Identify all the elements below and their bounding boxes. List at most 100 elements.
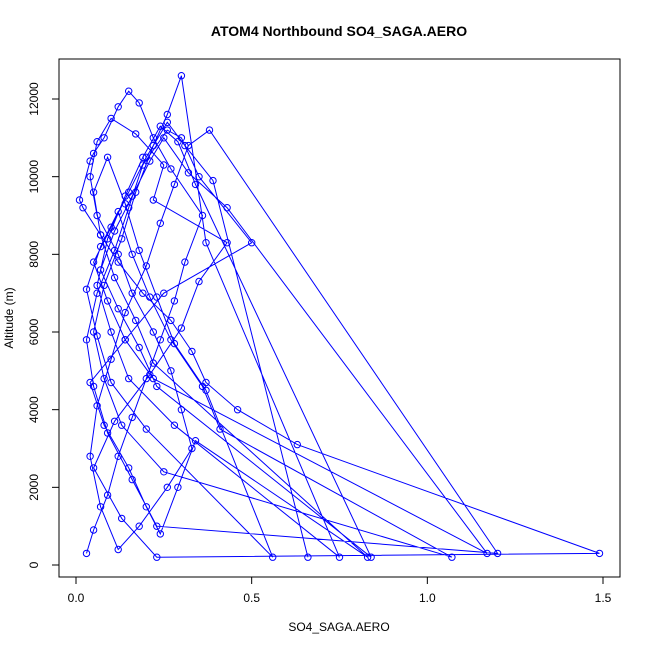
data-point [205,126,214,134]
data-point [223,239,231,247]
data-point [184,169,193,177]
data-point [156,530,165,538]
data-point [156,122,165,130]
data-point [89,149,98,158]
data-point [86,173,94,181]
data-point [233,406,242,414]
data-point [448,553,456,561]
x-tick-label: 0.0 [68,591,85,605]
data-point [223,204,231,212]
data-point [170,297,179,305]
data-point [93,289,101,297]
data-point [195,277,203,286]
data-point [142,153,151,162]
data-point [100,421,108,429]
data-point [96,231,105,239]
data-point [167,367,175,375]
data-point [82,549,91,558]
data-point [177,72,186,80]
data-point [125,188,133,196]
data-point [188,347,196,356]
data-point [107,328,115,336]
data-point [160,289,168,297]
data-point [118,514,126,523]
data-point [125,374,133,383]
data-point [163,483,172,491]
data-point [135,246,143,255]
data-point [170,180,179,189]
data-point [107,114,115,123]
data-point [493,549,502,558]
data-point [188,444,196,453]
data-point [135,522,143,530]
data-point [248,239,256,247]
data-point [156,219,165,228]
data-point [93,281,101,290]
data-point [177,406,186,414]
y-tick-label: 2000 [27,474,41,501]
data-point [149,134,158,142]
y-tick-label: 6000 [27,318,41,345]
data-point [181,141,189,150]
y-tick-label: 8000 [27,241,41,268]
data-point [209,176,217,185]
data-point [177,324,186,332]
data-point [93,211,101,220]
data-point [167,165,175,173]
data-point [595,549,604,558]
data-point [335,553,344,561]
data-point [132,130,140,138]
data-point [89,188,98,196]
data-point [160,134,168,142]
data-point [121,336,129,344]
data-point [139,153,147,162]
data-point [107,355,115,363]
data-point [184,141,193,150]
data-point [100,134,108,142]
data-point [135,99,143,107]
data-point [153,382,161,391]
data-point [107,378,115,387]
data-point [198,382,207,391]
data-point [89,258,98,266]
data-point [107,223,115,231]
data-point [146,293,154,301]
data-point [114,207,122,216]
data-point [174,483,182,491]
data-point [167,336,175,344]
data-point [181,258,189,266]
data-point [86,378,94,387]
data-point [142,503,151,511]
data-point [163,110,172,119]
data-point [293,440,301,449]
data-point [163,118,172,127]
data-point [149,374,158,383]
data-point [149,328,158,336]
data-point [216,425,224,433]
data-point [96,266,105,274]
data-point [110,246,119,255]
data-point [103,153,112,162]
data-point [160,161,168,169]
data-point [114,452,122,460]
data-point [153,553,161,561]
data-point [202,239,210,247]
chart-title: ATOM4 Northbound SO4_SAGA.AERO [211,23,467,39]
data-point [483,549,491,558]
data-point [114,305,122,313]
data-point [89,328,98,336]
data-point [198,211,207,220]
data-point [93,138,101,146]
data-point [121,200,129,208]
y-axis: 0 2000 4000 6000 8000 10000 12000 [27,82,60,568]
data-point [125,464,133,472]
data-point [269,553,277,561]
data-point [114,258,122,266]
data-point [160,468,168,476]
data-point [128,289,136,297]
x-tick-label: 1.5 [595,591,612,605]
data-point [103,429,112,437]
data-point [128,475,136,484]
data-point [174,138,182,146]
